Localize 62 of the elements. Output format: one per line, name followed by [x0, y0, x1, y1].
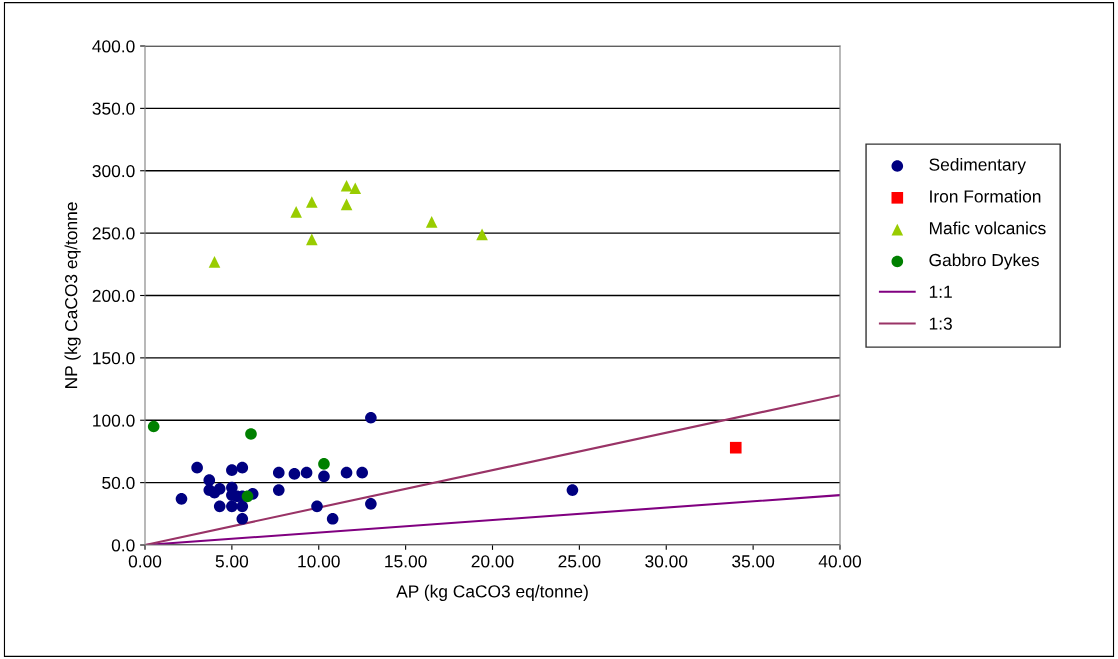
point	[245, 428, 257, 440]
point	[213, 500, 226, 513]
point	[272, 466, 285, 479]
point	[305, 233, 318, 246]
point	[213, 483, 226, 495]
y-tick-label: 400.0	[92, 40, 135, 53]
point	[226, 500, 238, 513]
point	[326, 512, 339, 525]
point	[203, 474, 216, 486]
point	[241, 490, 254, 503]
point	[305, 196, 318, 208]
legend-label: Mafic volcanics	[929, 221, 1046, 235]
point	[340, 198, 353, 211]
point	[566, 484, 579, 496]
point	[290, 206, 302, 218]
point	[300, 466, 313, 479]
y-tick-label: 0.0	[111, 539, 135, 552]
point	[288, 468, 301, 480]
y-tick-label: 50.0	[102, 476, 135, 490]
point	[236, 461, 249, 474]
x-tick-label: 15.00	[385, 555, 427, 568]
x-tick-label: 40.00	[818, 555, 862, 568]
x-tick-label: 30.00	[645, 555, 688, 568]
point	[236, 512, 249, 525]
point	[729, 441, 742, 454]
x-tick-label: 0.00	[128, 555, 162, 568]
y-tick-label: 300.0	[92, 164, 135, 178]
point	[340, 466, 353, 479]
x-tick-label: 5.00	[215, 555, 249, 568]
legend-label: 1:1	[929, 285, 952, 298]
y-axis-title: NP (kg CaCO3 eq/tonne	[64, 202, 81, 389]
point	[349, 182, 362, 195]
point	[191, 461, 203, 474]
point	[476, 228, 488, 241]
y-tick-label: 200.0	[92, 289, 135, 302]
point	[175, 493, 188, 505]
y-tick-label: 250.0	[92, 227, 135, 240]
point	[365, 411, 377, 424]
point	[356, 466, 368, 479]
y-tick-label: 150.0	[93, 352, 135, 365]
x-tick-label: 35.00	[732, 555, 775, 568]
point	[340, 179, 353, 192]
legend-label: Gabbro Dykes	[929, 253, 1039, 270]
point	[365, 498, 377, 510]
legend-label: Iron Formation	[930, 189, 1041, 203]
point	[311, 500, 323, 513]
x-tick-label: 25.00	[558, 555, 601, 568]
legend-label: 1:3	[929, 317, 952, 330]
y-tick-label: 100.0	[93, 414, 135, 427]
point	[272, 484, 285, 496]
x-tick-label: 20.00	[471, 555, 514, 568]
point	[226, 464, 238, 476]
point	[318, 470, 330, 483]
legend-label: Sedimentary	[929, 157, 1026, 175]
point	[425, 216, 438, 228]
x-axis-title: AP (kg CaCO3 eq/tonne)	[396, 584, 588, 601]
x-tick-label: 10.00	[298, 555, 340, 568]
point	[208, 256, 221, 268]
y-tick-label: 350.0	[92, 102, 135, 115]
point	[236, 500, 249, 513]
point	[147, 420, 160, 433]
point	[318, 458, 330, 470]
